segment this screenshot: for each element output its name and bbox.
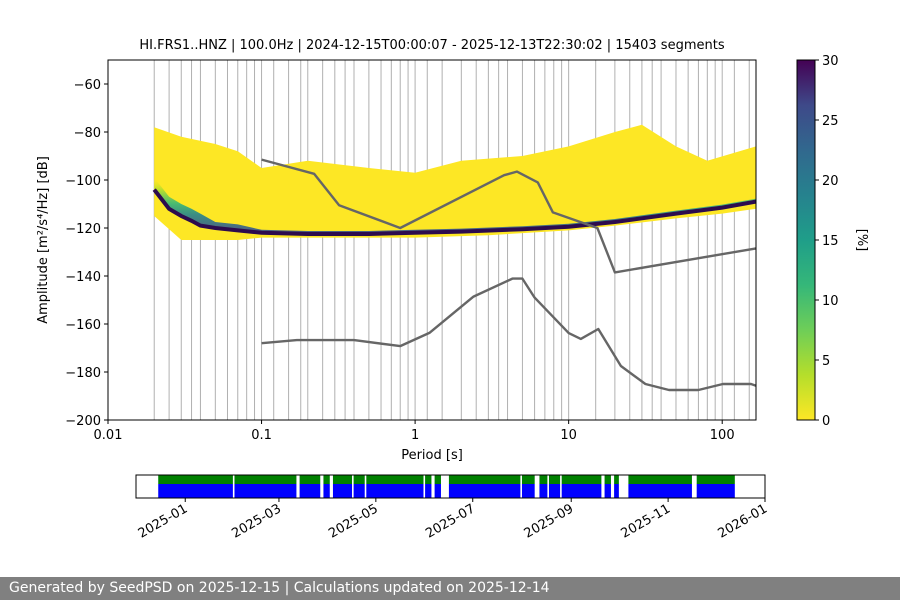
nhnm-line [261,158,757,274]
coverage-segment-full [696,484,735,498]
colorbar-tick-label: 0 [822,414,830,429]
coverage-segment-full [234,484,297,498]
x-tick-label: 10 [560,428,577,443]
coverage-segment-full [604,484,611,498]
chart-title: HI.FRS1..HNZ | 100.0Hz | 2024-12-15T00:0… [139,38,725,53]
y-ticks: −200 −180 −160 −140 −120 −100 −80 −60 [65,78,108,429]
coverage-segment-full [448,484,521,498]
coverage-segment-partial [561,475,602,484]
y-tick-label: −80 [74,126,101,141]
timeline-tick-label: 2025-07 [423,501,478,541]
coverage-segment-full [561,484,602,498]
coverage-segment-full [614,484,619,498]
colorbar-tick-label: 20 [822,174,839,189]
x-tick-label: 100 [710,428,735,443]
nlnm-line [261,277,757,392]
coverage-segment-full [323,484,330,498]
coverage-segment-partial [434,475,441,484]
coverage-segment-full [434,484,441,498]
coverage-segment-partial [323,475,330,484]
psd-distribution [152,124,756,240]
coverage-segment-partial [448,475,521,484]
psd-axes: 0.01 0.1 1 10 100 −200 −180 −160 −140 −120 −100 −80… [36,59,757,463]
timeline-tick-label: 2025-05 [326,501,381,541]
timeline-tick-label: 2025-09 [522,501,577,541]
coverage-segment-partial [628,475,692,484]
coverage-segment-full [548,484,561,498]
coverage-segment-full [353,484,365,498]
x-ticks: 0.01 0.1 1 10 100 [94,420,735,443]
y-tick-label: −60 [74,78,101,93]
coverage-segment-partial [234,475,297,484]
y-tick-label: −100 [65,174,101,189]
coverage-segment-partial [539,475,548,484]
coverage-segment-full [366,484,424,498]
y-tick-label: −140 [65,270,101,285]
x-tick-label: 1 [411,428,419,443]
colorbar-tick-label: 30 [822,54,839,69]
coverage-segment-full [521,484,535,498]
y-axis-label: Amplitude [m²/s⁴/Hz] [dB] [36,156,51,324]
timeline-tick-label: 2025-11 [619,501,674,541]
coverage-segment-partial [366,475,424,484]
coverage-segment-partial [332,475,353,484]
coverage-segment-full [425,484,432,498]
psd-mode-line [152,188,756,236]
coverage-segment-partial [158,475,233,484]
coverage-segment-partial [353,475,365,484]
coverage-segment-partial [548,475,561,484]
data-coverage-timeline: 2025-01 2025-03 2025-05 2025-07 2025-09 2025-… [135,474,770,542]
y-tick-label: −200 [65,414,101,429]
coverage-segment-partial [696,475,735,484]
x-grid [153,60,750,420]
coverage-segment-full [332,484,353,498]
timeline-tick-label: 2026-01 [715,501,770,541]
coverage-segment-full [539,484,548,498]
coverage-segment-partial [521,475,535,484]
psd-extent-area [154,124,756,240]
coverage-segment-full [299,484,321,498]
colorbar-scale [796,59,816,421]
colorbar: 0 5 10 15 20 25 30 [%] [796,54,869,429]
x-tick-label: 0.1 [251,428,272,443]
colorbar-tick-label: 5 [822,354,830,369]
coverage-segment-full [628,484,692,498]
x-axis-label: Period [s] [401,448,463,463]
coverage-segment-partial [604,475,611,484]
x-tick-label: 0.01 [94,428,123,443]
colorbar-tick-label: 10 [822,294,839,309]
coverage-segment-partial [425,475,432,484]
colorbar-label: [%] [854,229,869,252]
colorbar-tick-label: 25 [822,114,839,129]
timeline-frame [135,474,766,499]
timeline-tick-label: 2025-03 [229,501,284,541]
coverage-segment-partial [614,475,619,484]
colorbar-tick-label: 15 [822,234,839,249]
footer-text: Generated by SeedPSD on 2025-12-15 | Cal… [9,580,550,596]
y-tick-label: −180 [65,366,101,381]
y-tick-label: −120 [65,222,101,237]
y-tick-label: −160 [65,318,101,333]
timeline-tick-label: 2025-01 [136,501,191,541]
footer-bar: Generated by SeedPSD on 2025-12-15 | Cal… [0,577,900,600]
psd-mode-band [154,177,756,235]
coverage-segment-full [158,484,233,498]
coverage-segment-partial [299,475,321,484]
axes-frame [107,59,757,421]
